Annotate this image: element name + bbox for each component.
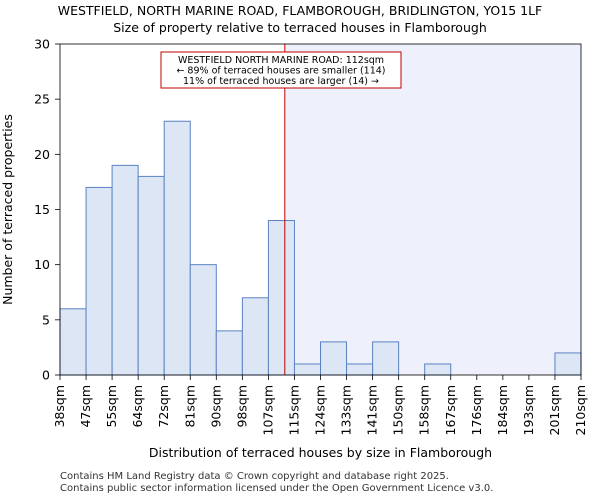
title-line-1: WESTFIELD, NORTH MARINE ROAD, FLAMBOROUG…: [57, 3, 543, 18]
x-tick-label: 124sqm: [313, 385, 328, 435]
x-tick-label: 201sqm: [547, 385, 562, 435]
x-tick-label: 210sqm: [573, 385, 588, 435]
bar-55sqm: [111, 164, 139, 376]
x-tick-label: 133sqm: [339, 385, 354, 435]
x-tick-label: 90sqm: [208, 385, 223, 428]
annotation-box: WESTFIELD NORTH MARINE ROAD: 112sqm ← 89…: [160, 51, 402, 89]
bar-201sqm: [554, 352, 582, 376]
bars-group: [59, 120, 582, 376]
x-tick-label: 38sqm: [52, 385, 67, 428]
larger-region-shading: [284, 44, 581, 375]
bar-133sqm: [346, 363, 374, 376]
x-tick-label: 107sqm: [260, 385, 275, 435]
x-tick-label: 184sqm: [495, 385, 510, 435]
bar-81sqm: [189, 264, 217, 376]
x-tick-label: 167sqm: [443, 385, 458, 435]
footer-line-2: Contains public sector information licen…: [60, 483, 494, 494]
bar-115sqm: [293, 363, 322, 376]
y-axis-label: Number of terraced properties: [0, 114, 15, 305]
chart-title: WESTFIELD, NORTH MARINE ROAD, FLAMBOROUG…: [0, 2, 600, 36]
y-tick-label: 5: [42, 312, 50, 327]
annotation-border: [160, 51, 402, 89]
annotation-line-2: ← 89% of terraced houses are smaller (11…: [176, 66, 385, 77]
x-tick-label: 150sqm: [391, 385, 406, 435]
x-tick-label: 81sqm: [182, 385, 197, 428]
bar-47sqm: [85, 186, 113, 376]
annotation-line-3: 11% of terraced houses are larger (14) →: [183, 76, 379, 87]
x-tick-label: 176sqm: [469, 385, 484, 435]
bar-72sqm: [163, 120, 191, 376]
x-tick-label: 55sqm: [104, 385, 119, 428]
title-line-2: Size of property relative to terraced ho…: [113, 20, 487, 35]
annotation-line-1: WESTFIELD NORTH MARINE ROAD: 112sqm: [178, 55, 384, 66]
bar-107sqm: [267, 220, 295, 376]
footer: Contains HM Land Registry data © Crown c…: [60, 471, 493, 495]
y-tick-label: 15: [34, 202, 50, 217]
x-tick-label: 115sqm: [286, 385, 301, 435]
y-tick-label: 30: [34, 37, 50, 52]
y-tick-label: 0: [42, 368, 50, 383]
x-tick-label: 64sqm: [130, 385, 145, 428]
x-tick-label: 141sqm: [365, 385, 380, 435]
x-tick-label: 193sqm: [521, 385, 536, 435]
bar-158sqm: [424, 363, 452, 376]
bar-64sqm: [137, 175, 165, 376]
bar-90sqm: [215, 330, 243, 376]
bar-141sqm: [372, 341, 400, 376]
x-tick-label: 158sqm: [417, 385, 432, 435]
bar-124sqm: [320, 341, 348, 376]
y-axis: 0 5 10 15 20 25 30: [34, 37, 60, 383]
x-tick-label: 98sqm: [234, 385, 249, 428]
footer-line-1: Contains HM Land Registry data © Crown c…: [60, 471, 449, 482]
y-tick-label: 25: [34, 92, 50, 107]
x-axis-label: Distribution of terraced houses by size …: [149, 445, 492, 460]
bar-98sqm: [241, 297, 269, 376]
y-tick-label: 10: [34, 257, 50, 272]
x-tick-label: 72sqm: [156, 385, 171, 428]
bar-38sqm: [59, 308, 87, 376]
x-axis: 38sqm 47sqm 55sqm 64sqm 72sqm 81sqm 90sqm 98sqm…: [52, 375, 588, 435]
y-tick-label: 20: [34, 147, 50, 162]
x-tick-label: 47sqm: [78, 385, 93, 428]
